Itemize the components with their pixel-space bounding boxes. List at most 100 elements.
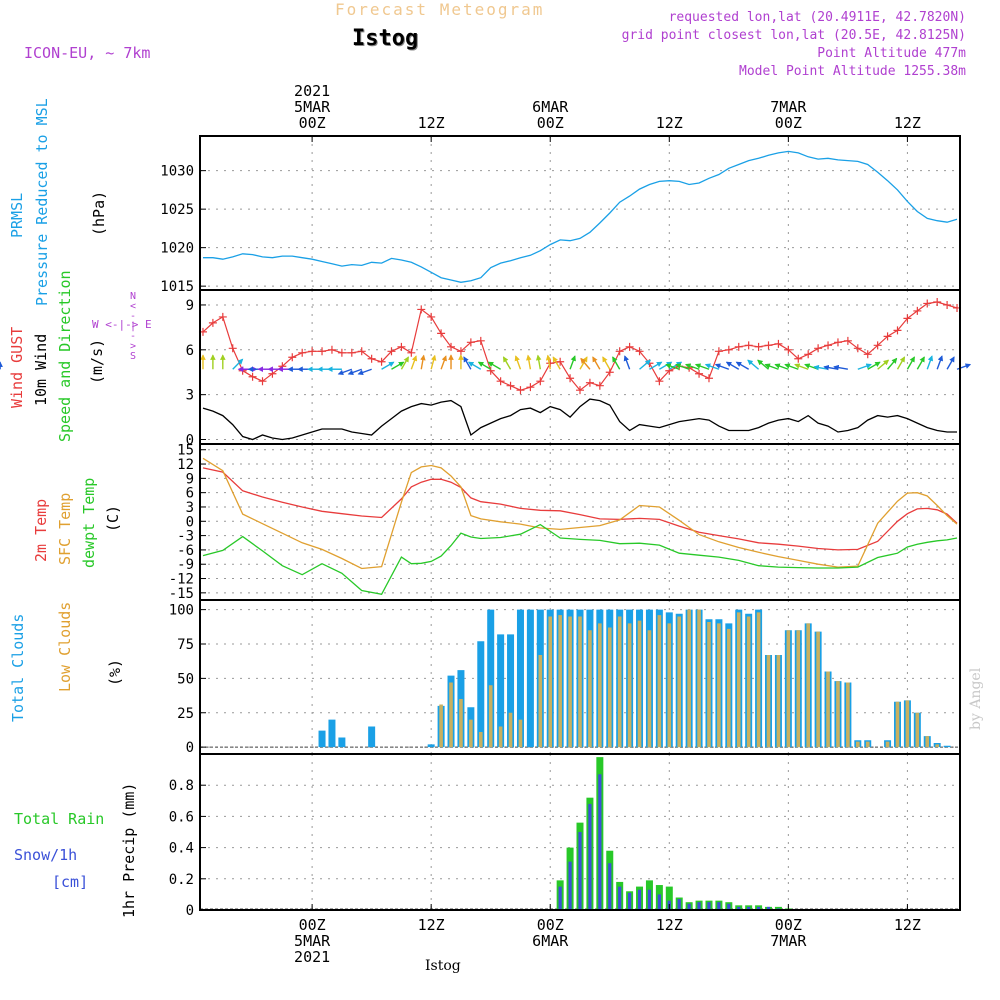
gust-marker xyxy=(288,353,297,362)
ytick-label: 25 xyxy=(177,706,194,722)
top-time-label: 12Z xyxy=(656,114,683,132)
low-cloud-bar xyxy=(607,627,612,748)
gust-marker xyxy=(794,354,803,363)
compass-ns: N < - | - > S xyxy=(130,292,136,362)
panel-frame xyxy=(199,443,961,601)
gust-marker xyxy=(893,326,902,335)
gust-marker xyxy=(327,345,336,354)
wind-direction-arrow xyxy=(535,354,542,370)
ytick-label: 1030 xyxy=(160,164,194,180)
t2m-line xyxy=(202,467,958,551)
compass-bar3: | xyxy=(130,321,137,332)
low-cloud-bar xyxy=(617,616,622,748)
gust-marker xyxy=(774,339,783,348)
gust-marker xyxy=(387,347,396,356)
wind-direction-arrow xyxy=(477,361,492,370)
compass-n: N xyxy=(130,291,137,302)
low-cloud-bar xyxy=(478,732,483,748)
grid-layer xyxy=(200,136,960,911)
low-cloud-bar xyxy=(439,704,443,748)
total-cloud-bar xyxy=(943,745,951,748)
gust-marker xyxy=(238,366,247,375)
low-cloud-bar xyxy=(846,682,850,748)
wind-direction-arrow xyxy=(467,361,482,370)
bottom-time-label: 00Z xyxy=(775,916,802,934)
model-altitude: Model Point Altitude 1255.38m xyxy=(739,64,966,79)
gust-marker xyxy=(208,318,217,327)
low-cloud-bar xyxy=(935,744,939,748)
ytick-label: 0 xyxy=(186,514,194,530)
gust-marker xyxy=(526,383,535,392)
low-cloud-bar xyxy=(677,616,682,748)
gust-marker xyxy=(754,342,763,351)
chart-title: Forecast Meteogram xyxy=(335,0,545,19)
wind-direction-arrow xyxy=(410,355,418,370)
gust-marker xyxy=(298,348,307,357)
snow-bar xyxy=(598,774,602,910)
snow-bar xyxy=(647,889,652,910)
compass-bar2: - xyxy=(130,311,137,322)
low-cloud-bar xyxy=(548,616,553,748)
bottom-time-label: 00Z xyxy=(537,916,564,934)
top-time-label: 12Z xyxy=(894,114,921,132)
snow-bar xyxy=(766,906,771,910)
ytick-label: 0 xyxy=(186,740,194,756)
wind-direction-arrow xyxy=(602,356,611,370)
total-cloud-bar xyxy=(427,744,435,748)
snow-bar xyxy=(568,861,572,910)
wind-direction-arrow xyxy=(569,355,576,370)
wind-direction-arrow xyxy=(887,357,898,370)
snow-bar xyxy=(677,899,681,910)
wind-direction-arrow xyxy=(735,361,750,370)
snow-bar xyxy=(628,892,632,910)
ytick-label: -3 xyxy=(177,529,194,545)
wind-direction-arrow xyxy=(430,354,437,370)
gust-marker xyxy=(456,347,465,356)
snow-bar xyxy=(697,902,701,910)
low-cloud-bar xyxy=(588,630,592,748)
wind-direction-arrow xyxy=(502,356,512,370)
total-cloud-bar xyxy=(338,737,346,748)
wind-direction-arrow xyxy=(420,354,426,370)
ytick-label: 3 xyxy=(186,500,194,516)
ytick-label: 50 xyxy=(177,671,194,687)
top-time-label: 00Z xyxy=(299,114,326,132)
low-cloud-bar xyxy=(905,700,910,748)
gust-marker xyxy=(308,347,317,356)
ytick-label: 0.8 xyxy=(169,778,194,794)
low-cloud-bar xyxy=(766,655,771,748)
gust-marker xyxy=(595,381,604,390)
ytick-label: 12 xyxy=(177,457,194,473)
ytick-label: -9 xyxy=(177,557,194,573)
bottom-time-label: 00Z xyxy=(299,916,326,934)
station-name: Istog xyxy=(352,26,419,51)
gust-marker xyxy=(318,347,327,356)
total-cloud-bar xyxy=(526,609,534,748)
low-cloud-bar xyxy=(915,712,920,748)
low-cloud-bar xyxy=(796,630,801,748)
ytick-label: 0 xyxy=(186,903,194,919)
wind-direction-arrow xyxy=(232,358,244,370)
snow-bar xyxy=(747,906,751,910)
gust-marker xyxy=(447,342,456,351)
panel-frame xyxy=(199,289,961,445)
wind-direction-arrow xyxy=(487,361,501,370)
low-cloud-bar xyxy=(856,741,860,748)
gust-line xyxy=(202,301,958,392)
gust-marker xyxy=(814,344,823,353)
wind-direction-arrow xyxy=(946,356,955,370)
wind-direction-arrow xyxy=(400,356,410,370)
gust-marker xyxy=(536,377,545,386)
wind-direction-arrow xyxy=(867,361,881,370)
model-label: ICON-EU, ~ 7km xyxy=(24,44,151,62)
rain-bar xyxy=(665,886,673,910)
bottom-time-label: 7MAR xyxy=(770,932,807,950)
snow-bar xyxy=(637,889,642,910)
gust-marker xyxy=(407,348,416,357)
low-cloud-bar xyxy=(568,616,572,748)
wind-direction-arrow xyxy=(639,359,652,370)
low-cloud-bar xyxy=(826,671,830,748)
footer-station: Istog xyxy=(425,958,461,974)
low-cloud-bar xyxy=(508,712,513,748)
gust-marker xyxy=(655,377,664,386)
